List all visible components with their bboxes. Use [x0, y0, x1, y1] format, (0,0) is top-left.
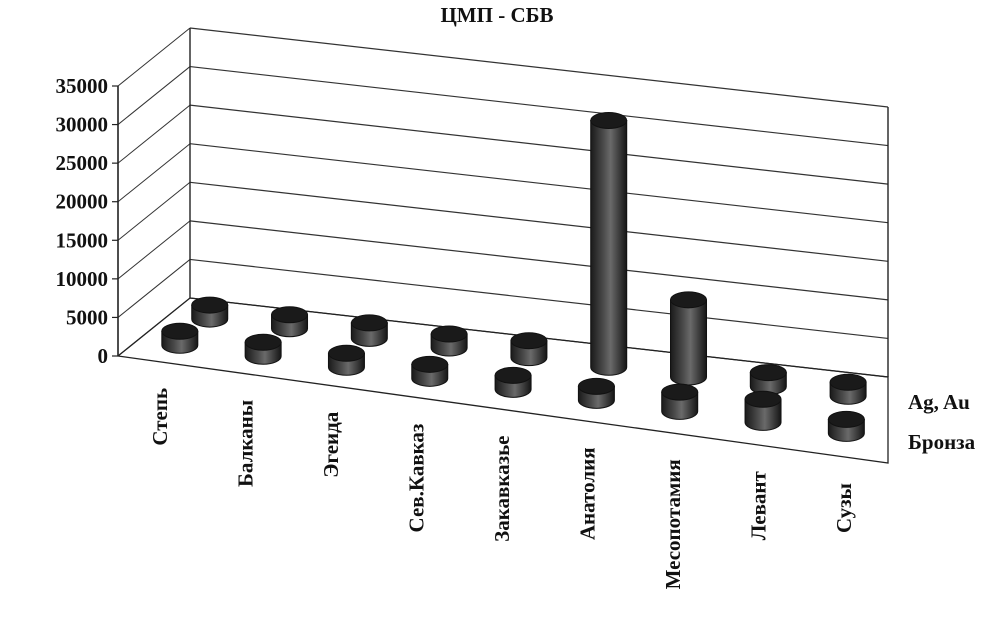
gridline [189, 220, 889, 301]
side-gridline [117, 259, 191, 318]
x-axis: Степь Балканы Эгеида Сев.Кавказ Закавказье Ан… [148, 388, 856, 589]
gridline [189, 65, 889, 147]
bar-ag-au [191, 296, 229, 328]
bar-ag-au [510, 332, 548, 367]
bar-bronze-top [827, 410, 865, 428]
bar-ag-au-top [670, 291, 708, 309]
y-tick-label: 0 [98, 344, 109, 368]
bar-bronze-top [744, 390, 782, 408]
bars [161, 111, 867, 442]
y-tick-label: 25000 [56, 151, 109, 175]
side-gridline [117, 27, 191, 87]
bar-ag-au [430, 325, 468, 357]
bar-bronze-body [744, 398, 782, 431]
x-tick-label: Левант [747, 470, 771, 540]
bar-bronze-top [161, 322, 199, 340]
y-tick-label: 20000 [56, 190, 109, 214]
x-tick-label: Сев.Кавказ [404, 424, 428, 533]
bar-bronze [244, 333, 282, 365]
bar-bronze-top [327, 344, 365, 362]
side-gridline [117, 104, 191, 164]
bar-bronze [161, 322, 199, 354]
bar-ag-au [749, 364, 787, 396]
gridline [189, 181, 889, 262]
chart-frame [116, 27, 889, 464]
side-gridline [117, 66, 191, 125]
floor [116, 297, 889, 464]
y-tick-label: 15000 [56, 228, 109, 252]
bar-bronze-top [494, 366, 532, 384]
bar-ag-au-top [191, 296, 229, 314]
bar-ag-au-top [271, 306, 309, 324]
y-tick-label: 30000 [56, 113, 109, 137]
bar-ag-au [350, 314, 388, 347]
bar-bronze [327, 344, 365, 376]
bar-ag-au-body [590, 119, 628, 376]
y-tick-label: 35000 [56, 74, 109, 98]
x-tick-label: Эгеида [319, 411, 343, 478]
side-gridline [117, 220, 191, 280]
bar-bronze [827, 410, 865, 442]
bar-ag-au-body [670, 299, 708, 386]
series-label-bronze: Бронза [908, 430, 976, 454]
side-gridline [117, 143, 191, 203]
bar-ag-au [271, 306, 309, 338]
x-tick-label: Анатолия [576, 447, 600, 540]
bar-bronze-top [661, 383, 699, 401]
series-label-ag-au: Ag, Au [908, 390, 970, 414]
bar-ag-au-top [590, 111, 628, 129]
x-tick-label: Закавказье [490, 436, 514, 542]
gridline [189, 143, 889, 224]
bar-bronze [411, 355, 449, 387]
side-gridline [117, 181, 191, 241]
bar-ag-au-top [430, 325, 468, 343]
gridline [189, 258, 889, 340]
x-tick-label: Степь [148, 388, 172, 446]
bar-bronze-top [244, 333, 282, 351]
series-labels: Ag, Au Бронза [908, 390, 976, 454]
bar-ag-au-top [510, 332, 548, 350]
x-tick-label: Месопотамия [661, 459, 685, 589]
x-tick-label: Сузы [832, 483, 856, 533]
bar-ag-au [670, 291, 708, 386]
bar-ag-au [590, 111, 628, 376]
bar-bronze [744, 390, 782, 431]
bar-bronze [494, 366, 532, 398]
chart-title: ЦМП - СБВ [440, 3, 553, 27]
gridline [189, 27, 889, 108]
x-tick-label: Балканы [233, 400, 257, 487]
y-tick-label: 5000 [66, 305, 108, 329]
bar-ag-au-top [749, 364, 787, 382]
bar-ag-au [829, 373, 867, 405]
bar-bronze-top [411, 355, 449, 373]
bar-ag-au-top [829, 373, 867, 391]
bar-ag-au-top [350, 314, 388, 332]
y-tick-label: 10000 [56, 267, 109, 291]
gridline [189, 104, 889, 185]
bar-bronze [661, 383, 699, 420]
y-axis: 0 5000 10000 15000 20000 25000 30000 35000 [56, 74, 118, 368]
bar-bronze [577, 377, 615, 409]
bar-bronze-top [577, 377, 615, 395]
